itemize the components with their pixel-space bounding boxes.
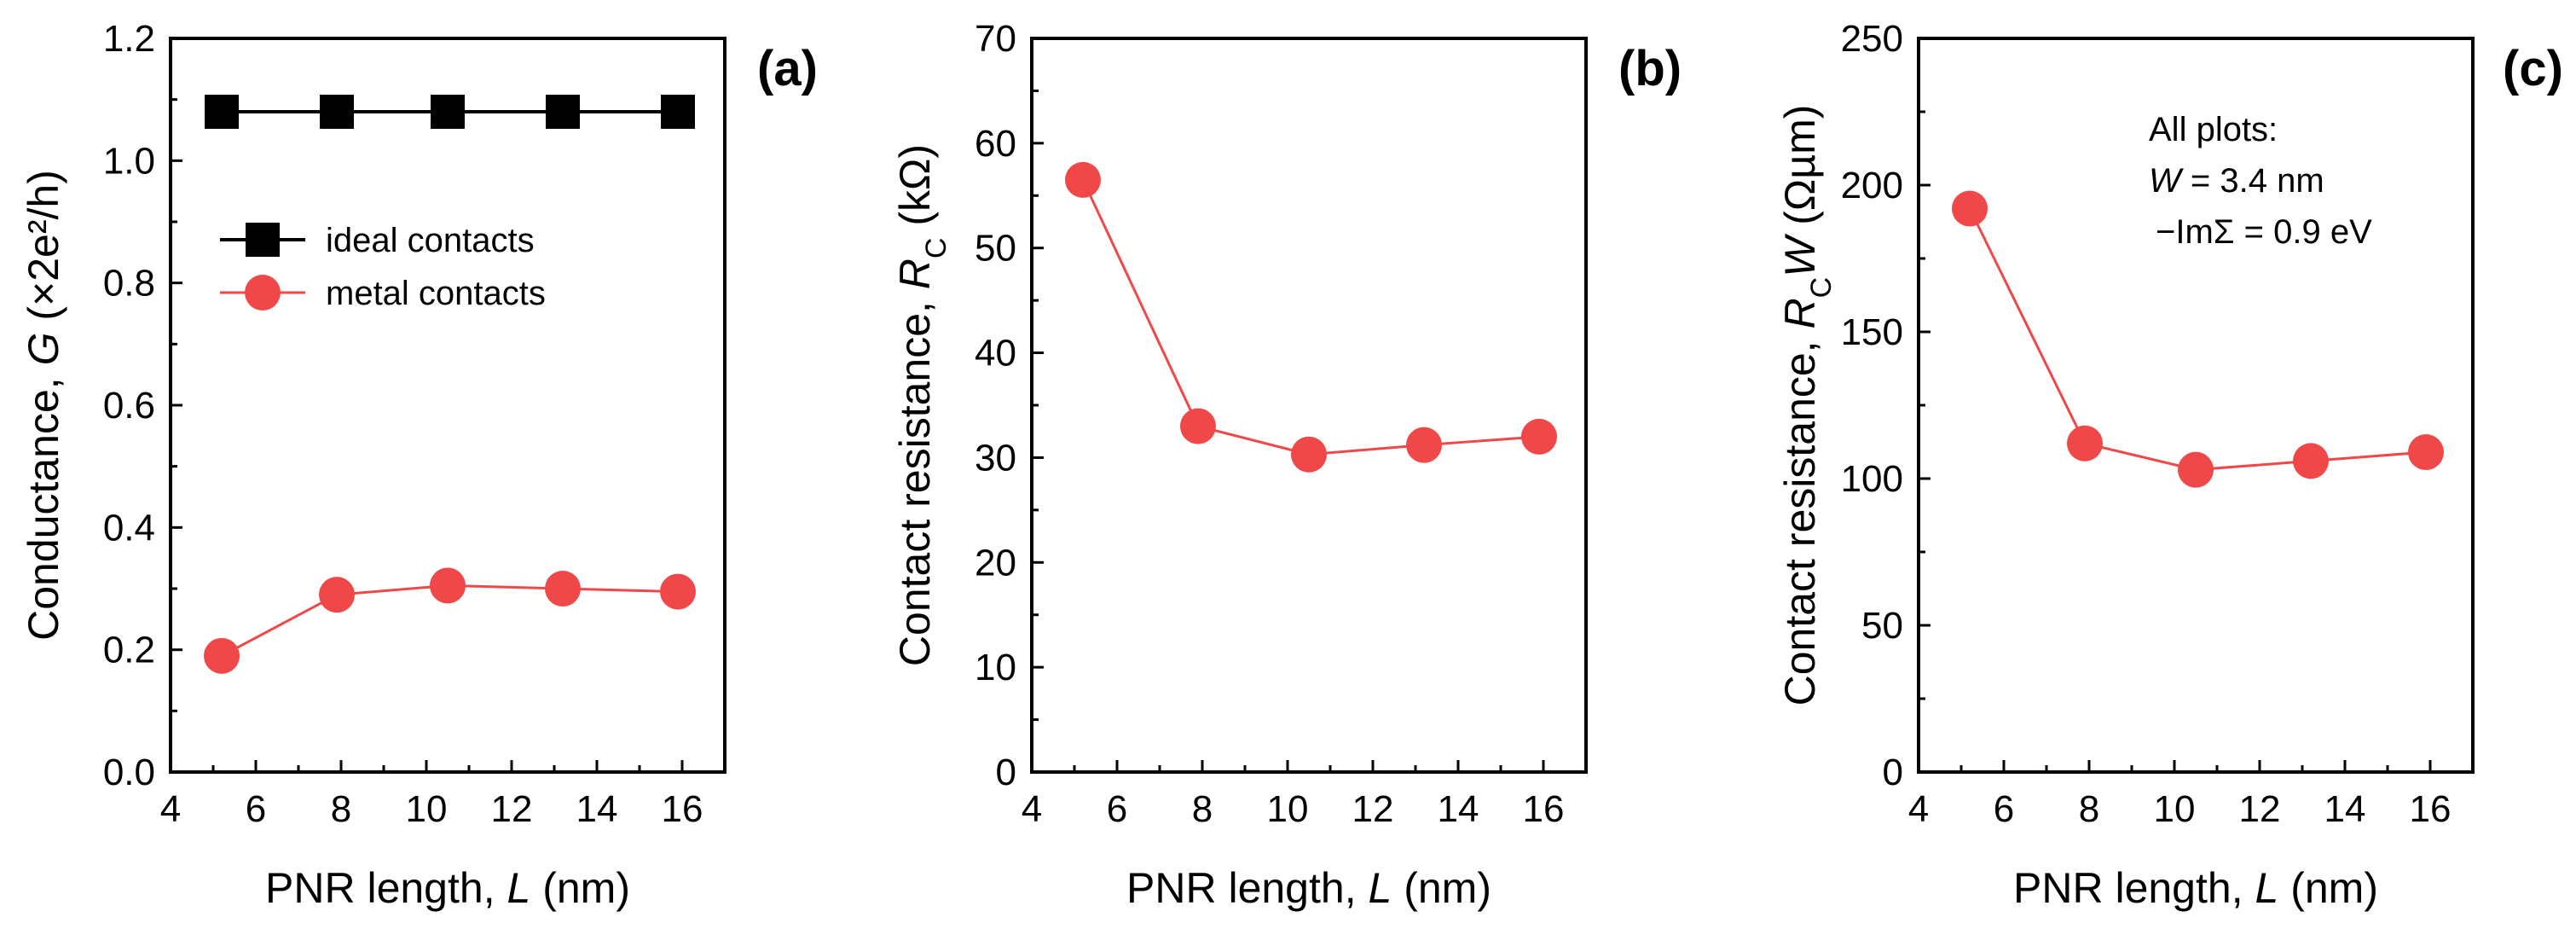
x-tick-label: 14: [576, 788, 618, 830]
x-tick-label: 8: [331, 788, 351, 830]
x-tick-label: 4: [1908, 788, 1929, 830]
data-point-square: [320, 95, 354, 129]
legend-entry-metal: metal contacts: [220, 275, 546, 312]
panel-label: (a): [757, 41, 818, 96]
data-point-circle: [430, 567, 466, 604]
x-tick-label: 16: [1523, 788, 1565, 830]
x-axis-title: PNR length, L (nm): [1126, 864, 1491, 912]
data-point-circle: [319, 577, 355, 613]
panel-b: 4 6 8 10 12 14 16 0 10 20 30 40 50 60 70 (b) PNR lengt…: [891, 18, 1682, 912]
x-tick-label: 10: [406, 788, 448, 830]
panel-a: 4 6 8 10 12 14 16 0.0 0.2 0.4 0.6 0.8 1.0 1.2 ideal c…: [20, 18, 818, 912]
panel-label: (b): [1618, 41, 1682, 96]
y-tick-label: 70: [975, 18, 1016, 60]
plot-frame: [1917, 37, 2475, 774]
x-axis-title: PNR length, L (nm): [265, 864, 630, 912]
annotation-line-3: −ImΣ = 0.9 eV: [2156, 213, 2372, 251]
y-tick-label: 100: [1841, 458, 1903, 500]
x-tick-label: 16: [662, 788, 703, 830]
y-tick-label: 20: [975, 542, 1016, 584]
y-tick-label: 250: [1841, 18, 1903, 60]
y-axis-title: Contact resistance, RC (kΩ): [891, 144, 952, 666]
y-tick-label: 0: [1883, 752, 1903, 793]
y-axis-title: Contact resistance, RCW (Ωµm): [1776, 105, 1838, 706]
y-tick-label: 0.8: [103, 263, 155, 305]
y-tick-label: 0.6: [103, 385, 155, 427]
y-tick-label: 200: [1841, 165, 1903, 206]
legend-entry-ideal: ideal contacts: [220, 222, 535, 259]
y-tick-label: 50: [975, 228, 1016, 270]
x-axis-title: PNR length, L (nm): [2013, 864, 2378, 912]
x-tick-label: 12: [2239, 788, 2281, 830]
y-tick-label: 0.4: [103, 507, 155, 549]
legend-marker-square: [246, 223, 280, 257]
panel-label: (c): [2503, 41, 2563, 96]
x-tick-label: 6: [1994, 788, 2014, 830]
x-tick-label: 10: [1267, 788, 1309, 830]
data-point-circle: [1291, 436, 1327, 473]
y-tick-label: 1.0: [103, 140, 155, 182]
x-tick-label: 4: [1022, 788, 1042, 830]
annotation-line-1: All plots:: [2149, 111, 2278, 148]
y-tick-label: 10: [975, 647, 1016, 688]
x-tick-label: 12: [491, 788, 533, 830]
x-tick-label: 10: [2154, 788, 2196, 830]
data-point-circle: [1180, 408, 1216, 444]
y-tick-label: 0.0: [103, 752, 155, 793]
legend-label-ideal: ideal contacts: [326, 222, 535, 259]
data-point-square: [546, 95, 580, 129]
data-point-square: [205, 95, 239, 129]
data-point-circle: [1406, 427, 1442, 463]
x-tick-label: 12: [1352, 788, 1394, 830]
y-tick-label: 1.2: [103, 18, 155, 60]
legend: ideal contacts metal contacts: [220, 222, 546, 312]
x-tick-label: 14: [1438, 788, 1479, 830]
data-point-square: [661, 95, 695, 129]
legend-label-metal: metal contacts: [326, 275, 546, 312]
y-tick-label: 0: [996, 752, 1016, 793]
y-tick-label: 0.2: [103, 630, 155, 671]
x-tick-label: 6: [246, 788, 266, 830]
data-point-circle: [2178, 451, 2214, 488]
y-tick-label: 150: [1841, 311, 1903, 353]
data-point-circle: [204, 637, 240, 674]
y-tick-label: 60: [975, 123, 1016, 165]
panel-c: 4 6 8 10 12 14 16 0 50 100 150 200 250 All plots: W …: [1776, 18, 2563, 912]
data-point-square: [431, 95, 465, 129]
data-point-circle: [2408, 434, 2444, 471]
x-tick-label: 8: [2079, 788, 2099, 830]
x-tick-label: 16: [2410, 788, 2452, 830]
x-tick-label: 14: [2324, 788, 2366, 830]
plot-frame: [169, 37, 726, 774]
data-point-circle: [1065, 161, 1101, 198]
data-point-circle: [660, 573, 696, 610]
data-point-circle: [545, 571, 581, 607]
data-point-circle: [2293, 443, 2329, 479]
data-point-circle: [1521, 418, 1557, 455]
annotation: All plots: W = 3.4 nm −ImΣ = 0.9 eV: [2149, 111, 2372, 251]
y-tick-label: 40: [975, 333, 1016, 375]
x-tick-label: 6: [1107, 788, 1127, 830]
y-tick-label: 30: [975, 437, 1016, 479]
series-line: [1081, 179, 1540, 456]
y-axis-title: Conductance, G (×2e²/h): [20, 170, 67, 641]
data-point-circle: [2067, 425, 2103, 462]
x-tick-label: 4: [160, 788, 181, 830]
annotation-line-2: W = 3.4 nm: [2149, 162, 2324, 200]
plot-frame: [1030, 37, 1588, 774]
y-tick-label: 50: [1861, 605, 1903, 647]
legend-marker-circle: [245, 275, 281, 311]
data-point-circle: [1952, 190, 1988, 227]
x-tick-label: 8: [1192, 788, 1213, 830]
